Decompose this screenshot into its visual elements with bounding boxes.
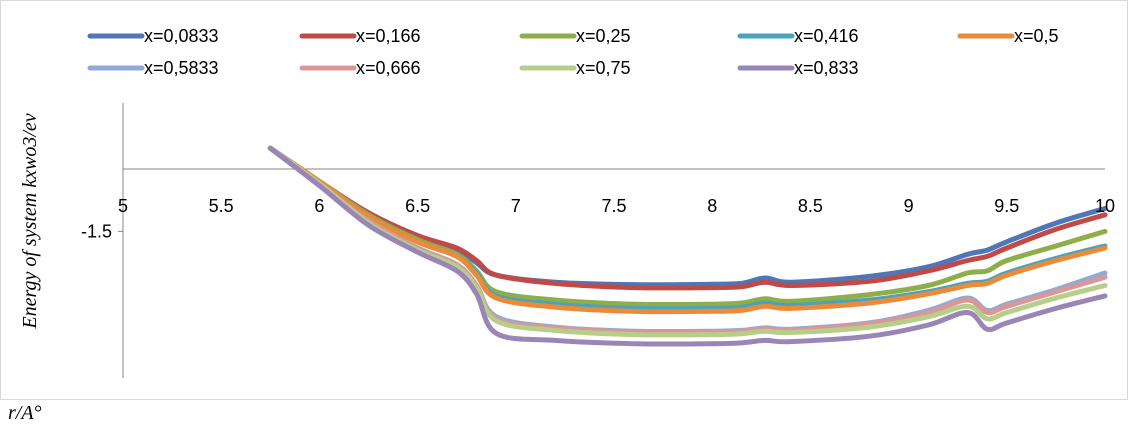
x-tick-label: 9.5 <box>994 196 1019 216</box>
axes <box>118 103 1105 378</box>
x-tick-label: 7.5 <box>601 196 626 216</box>
series-line-2 <box>267 145 1108 291</box>
legend-item: x=0,25 <box>519 26 631 46</box>
legend-label: x=0,75 <box>576 58 631 78</box>
y-tick-label: -1.5 <box>81 221 112 241</box>
x-tick-label: 8.5 <box>798 196 823 216</box>
legend-item: x=0,0833 <box>87 26 219 46</box>
x-tick-label: 7 <box>511 196 521 216</box>
legend-label: x=0,0833 <box>144 26 219 46</box>
x-tick-label: 5.5 <box>209 196 234 216</box>
legend-label: x=0,416 <box>794 26 859 46</box>
legend-label: x=0,666 <box>356 58 421 78</box>
legend-label: x=0,5 <box>1014 26 1059 46</box>
x-tick-label: 6.5 <box>405 196 430 216</box>
legend-label: x=0,5833 <box>144 58 219 78</box>
y-axis-title: Energy of system kxwo3/ev <box>19 113 41 329</box>
x-tick-label: 6 <box>314 196 324 216</box>
x-tick-label: 10 <box>1095 196 1115 216</box>
series-line-5 <box>267 145 1108 315</box>
legend-label: x=0,833 <box>794 58 859 78</box>
line-chart: Energy of system kxwo3/ev 5 5.5 6 6.5 7 7.5 8 8… <box>19 26 1115 378</box>
legend-label: x=0,25 <box>576 26 631 46</box>
legend-label: x=0,166 <box>356 26 421 46</box>
legend: x=0,0833 x=0,166 x=0,25 x=0,416 x=0,5 x=0,583… <box>87 26 1059 78</box>
series-line-9 <box>267 145 1108 347</box>
legend-item: x=0,666 <box>299 58 421 78</box>
x-tick-label: 5 <box>118 196 128 216</box>
tick-labels: 55.566.577.588.599.510-1.5-6.5 <box>81 196 1115 241</box>
legend-item: x=0,416 <box>737 26 859 46</box>
x-tick-label: 9 <box>904 196 914 216</box>
x-tick-label: 8 <box>707 196 717 216</box>
x-axis-title: r/A° <box>8 402 42 424</box>
legend-item: x=0,75 <box>519 58 631 78</box>
series-layer <box>267 145 1108 347</box>
legend-item: x=0,166 <box>299 26 421 46</box>
legend-item: x=0,5 <box>957 26 1059 46</box>
chart-frame <box>0 0 1128 400</box>
legend-item: x=0,5833 <box>87 58 219 78</box>
legend-item: x=0,833 <box>737 58 859 78</box>
y-axis-title-group: Energy of system kxwo3/ev <box>19 113 41 329</box>
